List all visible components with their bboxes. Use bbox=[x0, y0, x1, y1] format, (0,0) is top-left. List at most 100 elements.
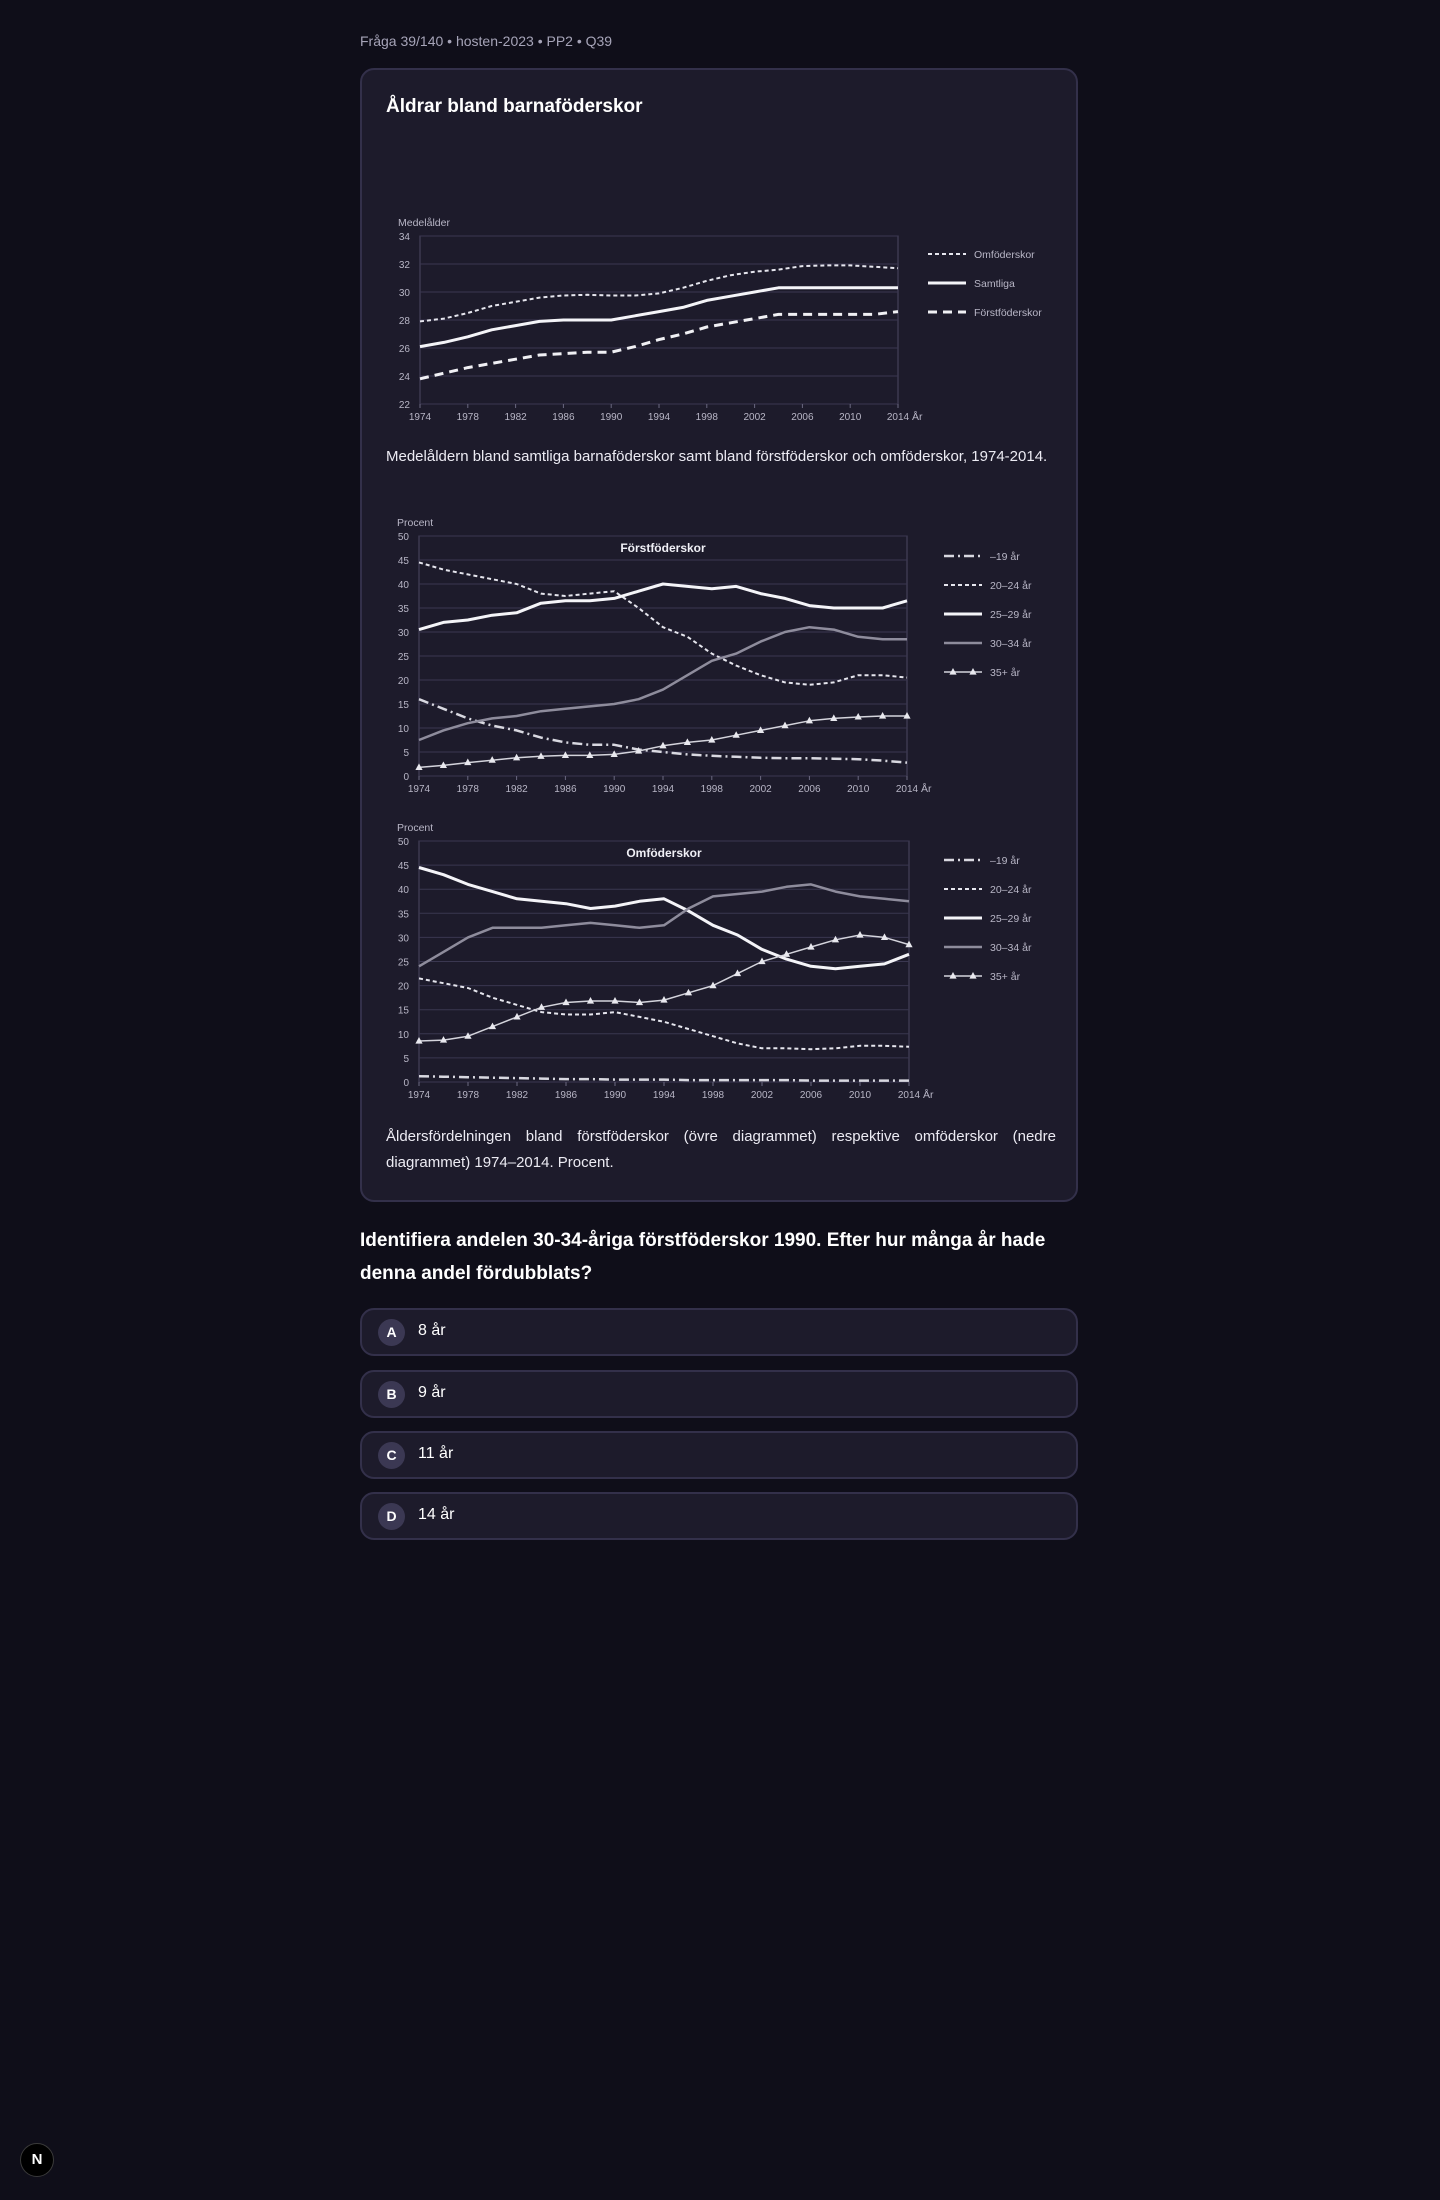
option-letter-c: C bbox=[378, 1442, 405, 1469]
x-tick-label: 1990 bbox=[600, 412, 623, 423]
series-marker bbox=[610, 750, 618, 757]
y-tick-label: 50 bbox=[398, 837, 410, 848]
next-logo-icon[interactable]: N bbox=[20, 2143, 54, 2177]
x-tick-label: 2002 bbox=[743, 412, 766, 423]
y-tick-label: 15 bbox=[398, 700, 410, 711]
legend-label: Förstföderskor bbox=[974, 307, 1042, 319]
series-line bbox=[419, 264, 899, 323]
x-tick-label: 2006 bbox=[791, 412, 814, 423]
legend-label: 20–24 år bbox=[990, 884, 1032, 896]
series-marker bbox=[659, 741, 667, 749]
y-tick-label: 10 bbox=[398, 724, 410, 735]
option-d[interactable]: D 14 år bbox=[360, 1492, 1078, 1540]
y-tick-label: 20 bbox=[398, 676, 410, 687]
series-marker bbox=[635, 747, 643, 754]
x-tick-label: 2002 bbox=[749, 784, 772, 795]
legend-label: Samtliga bbox=[974, 278, 1015, 290]
legend-marker bbox=[949, 972, 957, 979]
y-tick-label: 5 bbox=[403, 748, 409, 759]
x-axis-label: År bbox=[912, 410, 923, 423]
y-tick-label: 25 bbox=[398, 652, 410, 663]
series-line bbox=[418, 883, 910, 968]
option-text-d: 14 år bbox=[418, 1506, 455, 1523]
y-axis-label: Procent bbox=[397, 822, 433, 834]
series-line bbox=[418, 582, 908, 632]
x-tick-label: 1982 bbox=[506, 1090, 529, 1101]
series-marker bbox=[757, 726, 765, 733]
option-a[interactable]: A 8 år bbox=[360, 1308, 1078, 1356]
mean-age-chart: 22 24 26 28 30 32 34 1974 1978 1982 1986 1990 1994 19… bbox=[398, 217, 1042, 423]
caption-mean-age: Medelåldern bland samtliga barnafödersko… bbox=[386, 448, 1048, 465]
x-tick-label: 2002 bbox=[751, 1090, 774, 1101]
option-letter-d: D bbox=[378, 1503, 405, 1530]
series-marker bbox=[537, 752, 545, 759]
series-marker bbox=[805, 716, 813, 724]
y-tick-label: 40 bbox=[398, 885, 410, 896]
series-marker bbox=[683, 738, 691, 745]
series-marker bbox=[513, 753, 521, 761]
series-line bbox=[418, 698, 908, 764]
series-line bbox=[419, 286, 898, 349]
x-tick-label: 1998 bbox=[696, 412, 719, 423]
series-marker bbox=[586, 751, 594, 758]
y-tick-label: 22 bbox=[399, 400, 411, 411]
series-marker bbox=[708, 736, 716, 743]
card-title: Åldrar bland barnaföderskor bbox=[386, 96, 643, 117]
series-marker bbox=[611, 997, 619, 1004]
x-tick-label: 1994 bbox=[648, 412, 671, 423]
series-marker bbox=[831, 935, 840, 943]
y-tick-label: 0 bbox=[403, 1078, 409, 1089]
y-tick-label: 25 bbox=[398, 958, 410, 969]
x-tick-label: 1978 bbox=[457, 784, 480, 795]
option-letter-b: B bbox=[378, 1381, 405, 1408]
series-marker bbox=[733, 969, 742, 977]
legend-marker bbox=[949, 668, 957, 675]
series-marker bbox=[439, 761, 447, 769]
x-tick-label: 2010 bbox=[849, 1090, 872, 1101]
series-marker bbox=[660, 996, 668, 1003]
y-tick-label: 45 bbox=[398, 556, 410, 567]
series-marker bbox=[415, 763, 423, 770]
x-tick-label: 1986 bbox=[552, 412, 575, 423]
x-tick-label: 1998 bbox=[702, 1090, 725, 1101]
y-tick-label: 30 bbox=[398, 933, 410, 944]
series-marker bbox=[807, 943, 815, 950]
option-text-a: 8 år bbox=[418, 1322, 446, 1339]
option-text-c: 11 år bbox=[418, 1445, 454, 1462]
legend-label: –19 år bbox=[990, 551, 1020, 563]
series-marker bbox=[586, 997, 595, 1004]
series-marker bbox=[439, 1036, 448, 1043]
legend-label: 20–24 år bbox=[990, 580, 1032, 592]
y-tick-label: 26 bbox=[399, 344, 411, 355]
x-tick-label: 1990 bbox=[604, 1090, 627, 1101]
x-axis-label: År bbox=[921, 782, 932, 795]
legend-label: 35+ år bbox=[990, 971, 1021, 983]
option-c[interactable]: C 11 år bbox=[360, 1431, 1078, 1479]
series-line bbox=[418, 625, 907, 742]
series-marker bbox=[635, 998, 644, 1006]
y-tick-label: 50 bbox=[398, 532, 410, 543]
y-tick-label: 35 bbox=[398, 909, 410, 920]
y-tick-label: 0 bbox=[403, 772, 409, 783]
legend-label: Omföderskor bbox=[974, 249, 1035, 261]
y-tick-label: 15 bbox=[398, 1006, 410, 1017]
series-line bbox=[419, 310, 899, 381]
legend-label: 30–34 år bbox=[990, 638, 1032, 650]
option-b[interactable]: B 9 år bbox=[360, 1370, 1078, 1418]
series-marker bbox=[562, 998, 570, 1006]
x-tick-label: 1990 bbox=[603, 784, 626, 795]
y-tick-label: 45 bbox=[398, 861, 410, 872]
x-tick-label: 2014 bbox=[898, 1090, 921, 1101]
x-axis-label: År bbox=[923, 1088, 934, 1101]
first-time-mothers-chart: 0 5 10 15 20 25 30 35 40 45 50 1974 1978 1982 1986 1990… bbox=[397, 517, 1032, 795]
y-axis-label: Procent bbox=[397, 517, 433, 529]
y-tick-label: 5 bbox=[403, 1054, 409, 1065]
y-tick-label: 30 bbox=[398, 628, 410, 639]
y-tick-label: 40 bbox=[398, 580, 410, 591]
y-tick-label: 30 bbox=[399, 288, 411, 299]
series-marker bbox=[684, 988, 693, 996]
legend-label: 25–29 år bbox=[990, 609, 1032, 621]
legend-marker bbox=[969, 972, 977, 979]
y-tick-label: 24 bbox=[399, 372, 411, 383]
y-axis-label: Medelålder bbox=[398, 217, 450, 229]
